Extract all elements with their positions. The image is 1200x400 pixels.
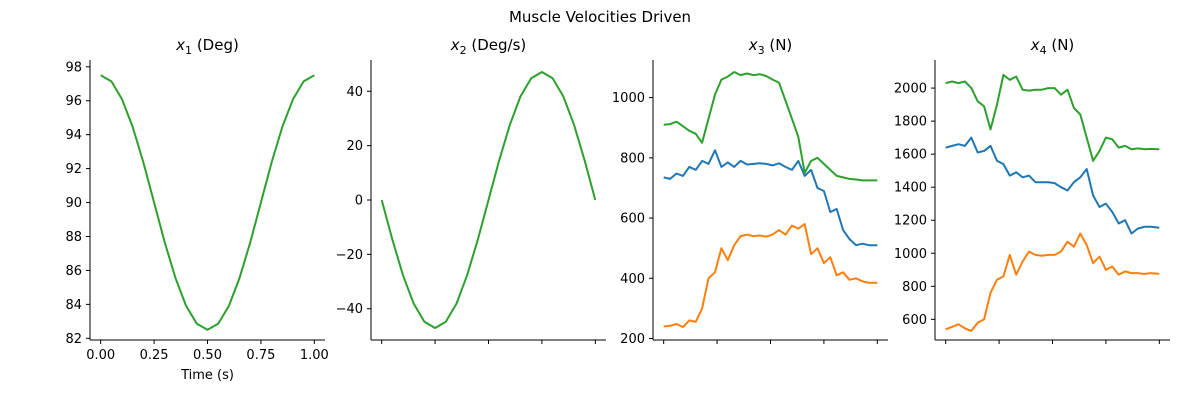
x-tick-label: 0.25 xyxy=(140,348,169,363)
subplot-1: x1 (Deg) 82 84 86 88 90 92 94 96 98 0.00 0.25 0.50 0.… xyxy=(65,36,328,383)
series-line-orange xyxy=(663,223,878,329)
series-line-blue xyxy=(663,149,878,247)
series-line-green xyxy=(663,71,878,182)
y-tick-label: 600 xyxy=(620,212,645,227)
x-axis-label: Time (s) xyxy=(180,368,234,383)
subplot-title-var: x xyxy=(748,36,758,54)
y-tick-label: 88 xyxy=(65,230,82,245)
y-tick-label: 94 xyxy=(65,128,82,143)
y-tick-label: 800 xyxy=(902,280,927,295)
series-line-green xyxy=(100,74,315,331)
y-tick-label: −40 xyxy=(336,302,363,317)
series-line-blue xyxy=(945,136,1160,235)
y-tick-label: 84 xyxy=(65,298,82,313)
subplot-title-subscript: 3 xyxy=(758,44,765,57)
x-tick-label: 1.00 xyxy=(300,348,329,363)
subplot-title-var: x xyxy=(175,36,185,54)
x-tick-label: 0.50 xyxy=(193,348,222,363)
series-line-orange xyxy=(945,232,1160,332)
subplot-title: x2 (Deg/s) xyxy=(450,36,527,57)
subplot-title-unit: (Deg) xyxy=(192,36,239,54)
x-tick-label: 0.00 xyxy=(86,348,115,363)
subplot-title-subscript: 4 xyxy=(1040,44,1047,57)
y-tick-label: 200 xyxy=(620,332,645,347)
y-tick-label: 400 xyxy=(620,272,645,287)
subplot-3: x3 (N) 200 400 600 800 1000 xyxy=(612,36,888,347)
series-line-green xyxy=(380,71,597,329)
subplot-4: x4 (N) 600 800 1000 1200 1400 1600 1800 2000 xyxy=(894,36,1170,344)
y-tick-label: 96 xyxy=(65,94,82,109)
y-tick-label: 1200 xyxy=(894,214,927,229)
figure-suptitle: Muscle Velocities Driven xyxy=(509,8,691,26)
y-tick-label: 82 xyxy=(65,332,82,347)
series-line-green xyxy=(945,73,1160,162)
subplot-title-unit: (Deg/s) xyxy=(467,36,527,54)
subplot-title: x4 (N) xyxy=(1030,36,1075,57)
y-tick-label: 20 xyxy=(346,139,363,154)
y-tick-label: 1000 xyxy=(894,247,927,262)
subplot-title-unit: (N) xyxy=(1047,36,1075,54)
y-tick-label: 2000 xyxy=(894,82,927,97)
subplot-title: x1 (Deg) xyxy=(175,36,239,57)
subplot-2: x2 (Deg/s) −40 −20 0 20 40 xyxy=(336,36,606,344)
subplot-title-var: x xyxy=(450,36,460,54)
y-tick-label: 92 xyxy=(65,162,82,177)
subplot-title-subscript: 2 xyxy=(460,44,467,57)
y-tick-label: 40 xyxy=(346,85,363,100)
subplot-title-subscript: 1 xyxy=(185,44,192,57)
y-tick-label: 0 xyxy=(355,194,363,209)
y-tick-label: −20 xyxy=(336,248,363,263)
y-tick-label: 1600 xyxy=(894,148,927,163)
x-tick-label: 0.75 xyxy=(246,348,275,363)
y-tick-label: 86 xyxy=(65,264,82,279)
y-tick-label: 800 xyxy=(620,151,645,166)
y-tick-label: 1000 xyxy=(612,91,645,106)
subplot-title-unit: (N) xyxy=(765,36,793,54)
y-tick-label: 90 xyxy=(65,196,82,211)
y-tick-label: 600 xyxy=(902,313,927,328)
y-tick-label: 1400 xyxy=(894,181,927,196)
subplot-title-var: x xyxy=(1030,36,1040,54)
y-tick-label: 98 xyxy=(65,60,82,75)
y-tick-label: 1800 xyxy=(894,115,927,130)
subplot-title: x3 (N) xyxy=(748,36,793,57)
